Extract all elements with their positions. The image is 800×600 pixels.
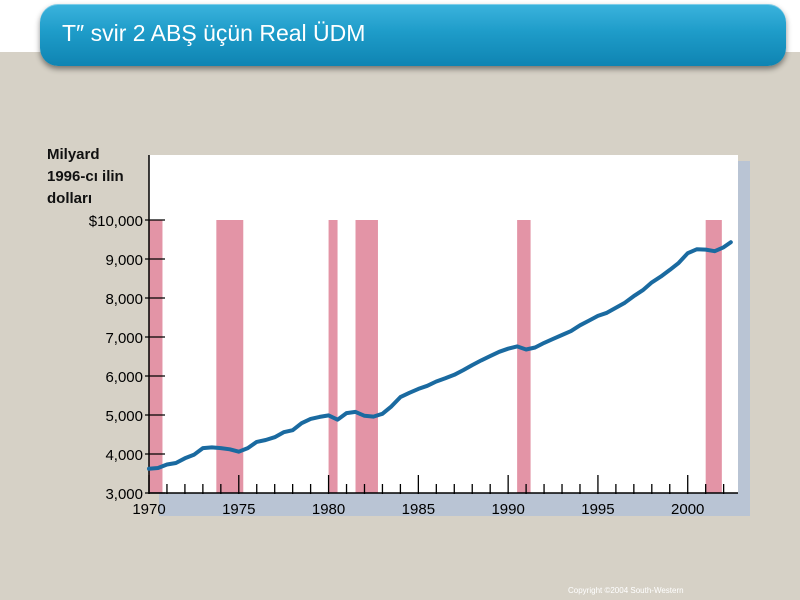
- y-axis-label-line: 1996-cı ilin: [47, 168, 124, 185]
- y-tick-label: 5,000: [105, 408, 143, 425]
- plot-area: [149, 155, 738, 493]
- recession-bar: [355, 220, 378, 493]
- x-tick-label: 1970: [132, 501, 165, 518]
- y-tick-label: 4,000: [105, 447, 143, 464]
- real-gdp-series-line: [147, 240, 733, 471]
- x-tick-label: 1975: [222, 501, 255, 518]
- recession-bar: [705, 220, 722, 493]
- recession-bar: [149, 220, 163, 493]
- y-tick-label: 8,000: [105, 291, 143, 308]
- x-tick-label: 1995: [581, 501, 614, 518]
- x-tick-label: 1980: [312, 501, 345, 518]
- y-tick-label: 3,000: [105, 486, 143, 503]
- copyright-notice: Copyright ©2004 South-Western: [568, 586, 684, 595]
- slide-title: T″ svir 2 ABŞ üçün Real ÜDM: [62, 20, 366, 46]
- y-tick-label: 9,000: [105, 252, 143, 269]
- y-axis-label: Milyard 1996-cı ilin dolları: [47, 144, 157, 210]
- x-tick-label: 1990: [491, 501, 524, 518]
- y-tick-label: 6,000: [105, 369, 143, 386]
- x-tick-label: 1985: [402, 501, 435, 518]
- recession-bar: [517, 220, 531, 493]
- recession-bar: [328, 220, 338, 493]
- title-bar: T″ svir 2 ABŞ üçün Real ÜDM: [40, 4, 786, 66]
- y-tick-label: $10,000: [89, 213, 143, 230]
- y-axis-label-line: Milyard: [47, 146, 100, 163]
- y-axis-label-line: dolları: [47, 190, 93, 207]
- y-tick-label: 7,000: [105, 330, 143, 347]
- x-tick-label: 2000: [671, 501, 704, 518]
